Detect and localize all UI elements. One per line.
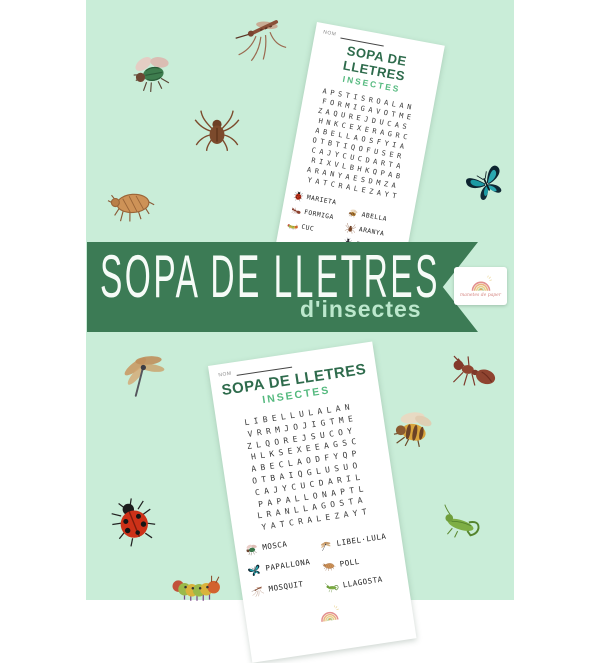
bee-icon <box>347 207 360 220</box>
brand-name: manetes de paper <box>460 292 501 298</box>
poster-title: SOPA DE LLETRES <box>100 243 440 311</box>
word-label: FORMIGA <box>303 208 335 222</box>
word-label: POLL <box>339 557 361 570</box>
word-item: LLAGOSTA <box>324 570 399 595</box>
word-item: POLL <box>321 549 396 574</box>
word-list: MOSCA PAPALLONA MOSQUIT LIBEL·LULA POLL <box>244 522 401 613</box>
dragonfly-icon <box>318 538 334 554</box>
letter-grid: LIBELLULALAN VRRMJOJIGTME ZLQOREJSUCOY H… <box>225 398 389 537</box>
mosquito-illustration <box>228 11 295 65</box>
mosquito-icon <box>250 583 266 599</box>
spider-icon <box>344 222 357 235</box>
word-label: MARIETA <box>306 194 338 207</box>
letter-grid: APSTISROALAN FORMIGAVOTME ZAQUREJDUCAS H… <box>295 84 425 203</box>
ant-icon <box>289 204 302 217</box>
fly-icon <box>244 542 260 558</box>
word-item: MOSCA <box>244 533 319 558</box>
title-ribbon: SOPA DE LLETRES d'insectes <box>87 242 478 332</box>
brand-logo: manetes de paper <box>454 267 507 305</box>
louse-icon <box>321 558 337 574</box>
word-label: MOSQUIT <box>268 579 305 594</box>
word-list-left: MOSCA PAPALLONA MOSQUIT <box>244 533 328 613</box>
bee-illustration <box>388 402 439 455</box>
ant-illustration <box>444 347 500 394</box>
fly-illustration <box>122 46 181 100</box>
word-item: MOSQUIT <box>250 574 325 599</box>
word-label: CUC <box>300 223 315 233</box>
word-label: ABELLA <box>360 211 388 223</box>
word-label: LLAGOSTA <box>342 575 384 590</box>
rainbow-logo-icon <box>468 275 494 292</box>
word-item: LIBEL·LULA <box>318 529 393 554</box>
name-label: NOM <box>218 370 232 379</box>
butterfly-illustration <box>461 158 512 207</box>
poster-subtitle: d'insectes <box>300 296 422 322</box>
caterpillar-icon <box>287 219 300 232</box>
name-label: NOM <box>322 29 337 38</box>
word-label: LIBEL·LULA <box>336 532 387 549</box>
ladybug-icon <box>292 190 305 203</box>
caterpillar-illustration <box>172 562 222 604</box>
word-list-left: MARIETA FORMIGA CUC <box>285 190 351 252</box>
word-label: ARANYA <box>358 226 385 238</box>
word-list-right: LIBEL·LULA POLL LLAGOSTA <box>318 529 400 602</box>
word-item: PAPALLONA <box>247 553 322 578</box>
butterfly-icon <box>247 562 263 578</box>
word-label: PAPALLONA <box>264 557 311 574</box>
grasshopper-illustration <box>437 499 486 548</box>
rainbow-logo-icon <box>316 604 342 623</box>
word-label: MOSCA <box>261 539 288 553</box>
spider-illustration <box>192 106 242 152</box>
grasshopper-icon <box>324 579 340 595</box>
